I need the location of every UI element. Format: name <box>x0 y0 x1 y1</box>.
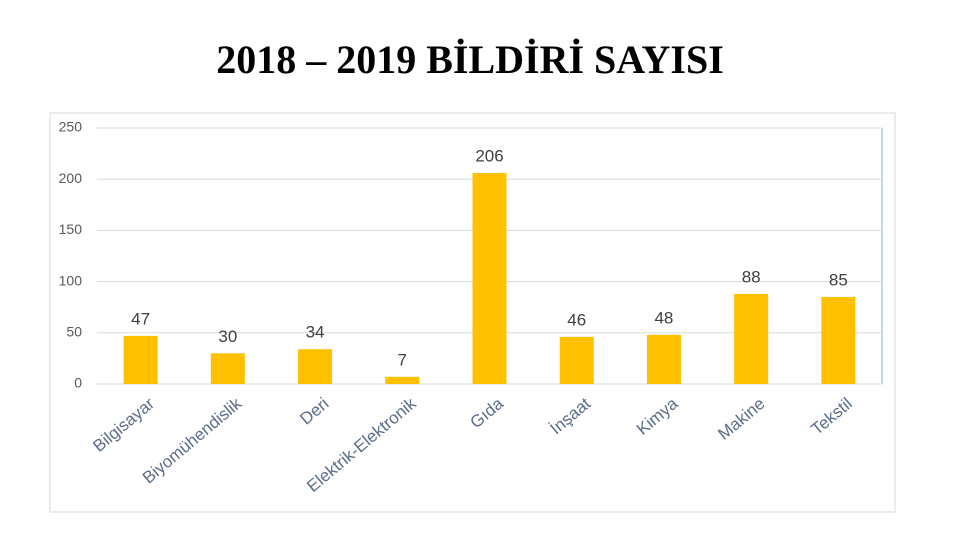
x-tick-label: Deri <box>296 394 332 429</box>
data-label: 7 <box>398 350 407 369</box>
data-label: 46 <box>567 310 586 329</box>
data-label: 34 <box>306 323 325 342</box>
data-label: 88 <box>742 267 761 286</box>
bar <box>123 335 158 384</box>
y-tick-label: 250 <box>59 119 83 135</box>
bar <box>472 173 507 384</box>
chart-title: 2018 – 2019 BİLDİRİ SAYISI <box>216 37 724 82</box>
y-tick-label: 50 <box>66 324 82 340</box>
y-tick-label: 200 <box>59 170 83 186</box>
bar <box>210 353 245 384</box>
bar <box>734 293 769 384</box>
bar <box>298 349 333 384</box>
x-tick-label: Kimya <box>633 394 682 439</box>
x-tick-label: Gıda <box>467 394 508 433</box>
bar <box>646 334 681 384</box>
x-tick-label: Makine <box>714 394 768 444</box>
y-tick-label: 100 <box>59 272 83 288</box>
data-label: 47 <box>131 309 150 328</box>
bar <box>385 376 420 384</box>
y-tick-label: 0 <box>74 375 82 391</box>
data-label: 85 <box>829 270 848 289</box>
y-tick-label: 150 <box>59 221 83 237</box>
chart-frame <box>49 112 896 513</box>
bar <box>559 336 594 384</box>
data-label: 206 <box>475 147 503 166</box>
bar <box>821 296 856 384</box>
x-tick-label: Tekstil <box>807 394 855 439</box>
data-label: 48 <box>654 308 673 327</box>
x-tick-label: İnşaat <box>546 394 594 439</box>
x-tick-label: Bilgisayar <box>89 394 158 456</box>
data-label: 30 <box>218 327 237 346</box>
